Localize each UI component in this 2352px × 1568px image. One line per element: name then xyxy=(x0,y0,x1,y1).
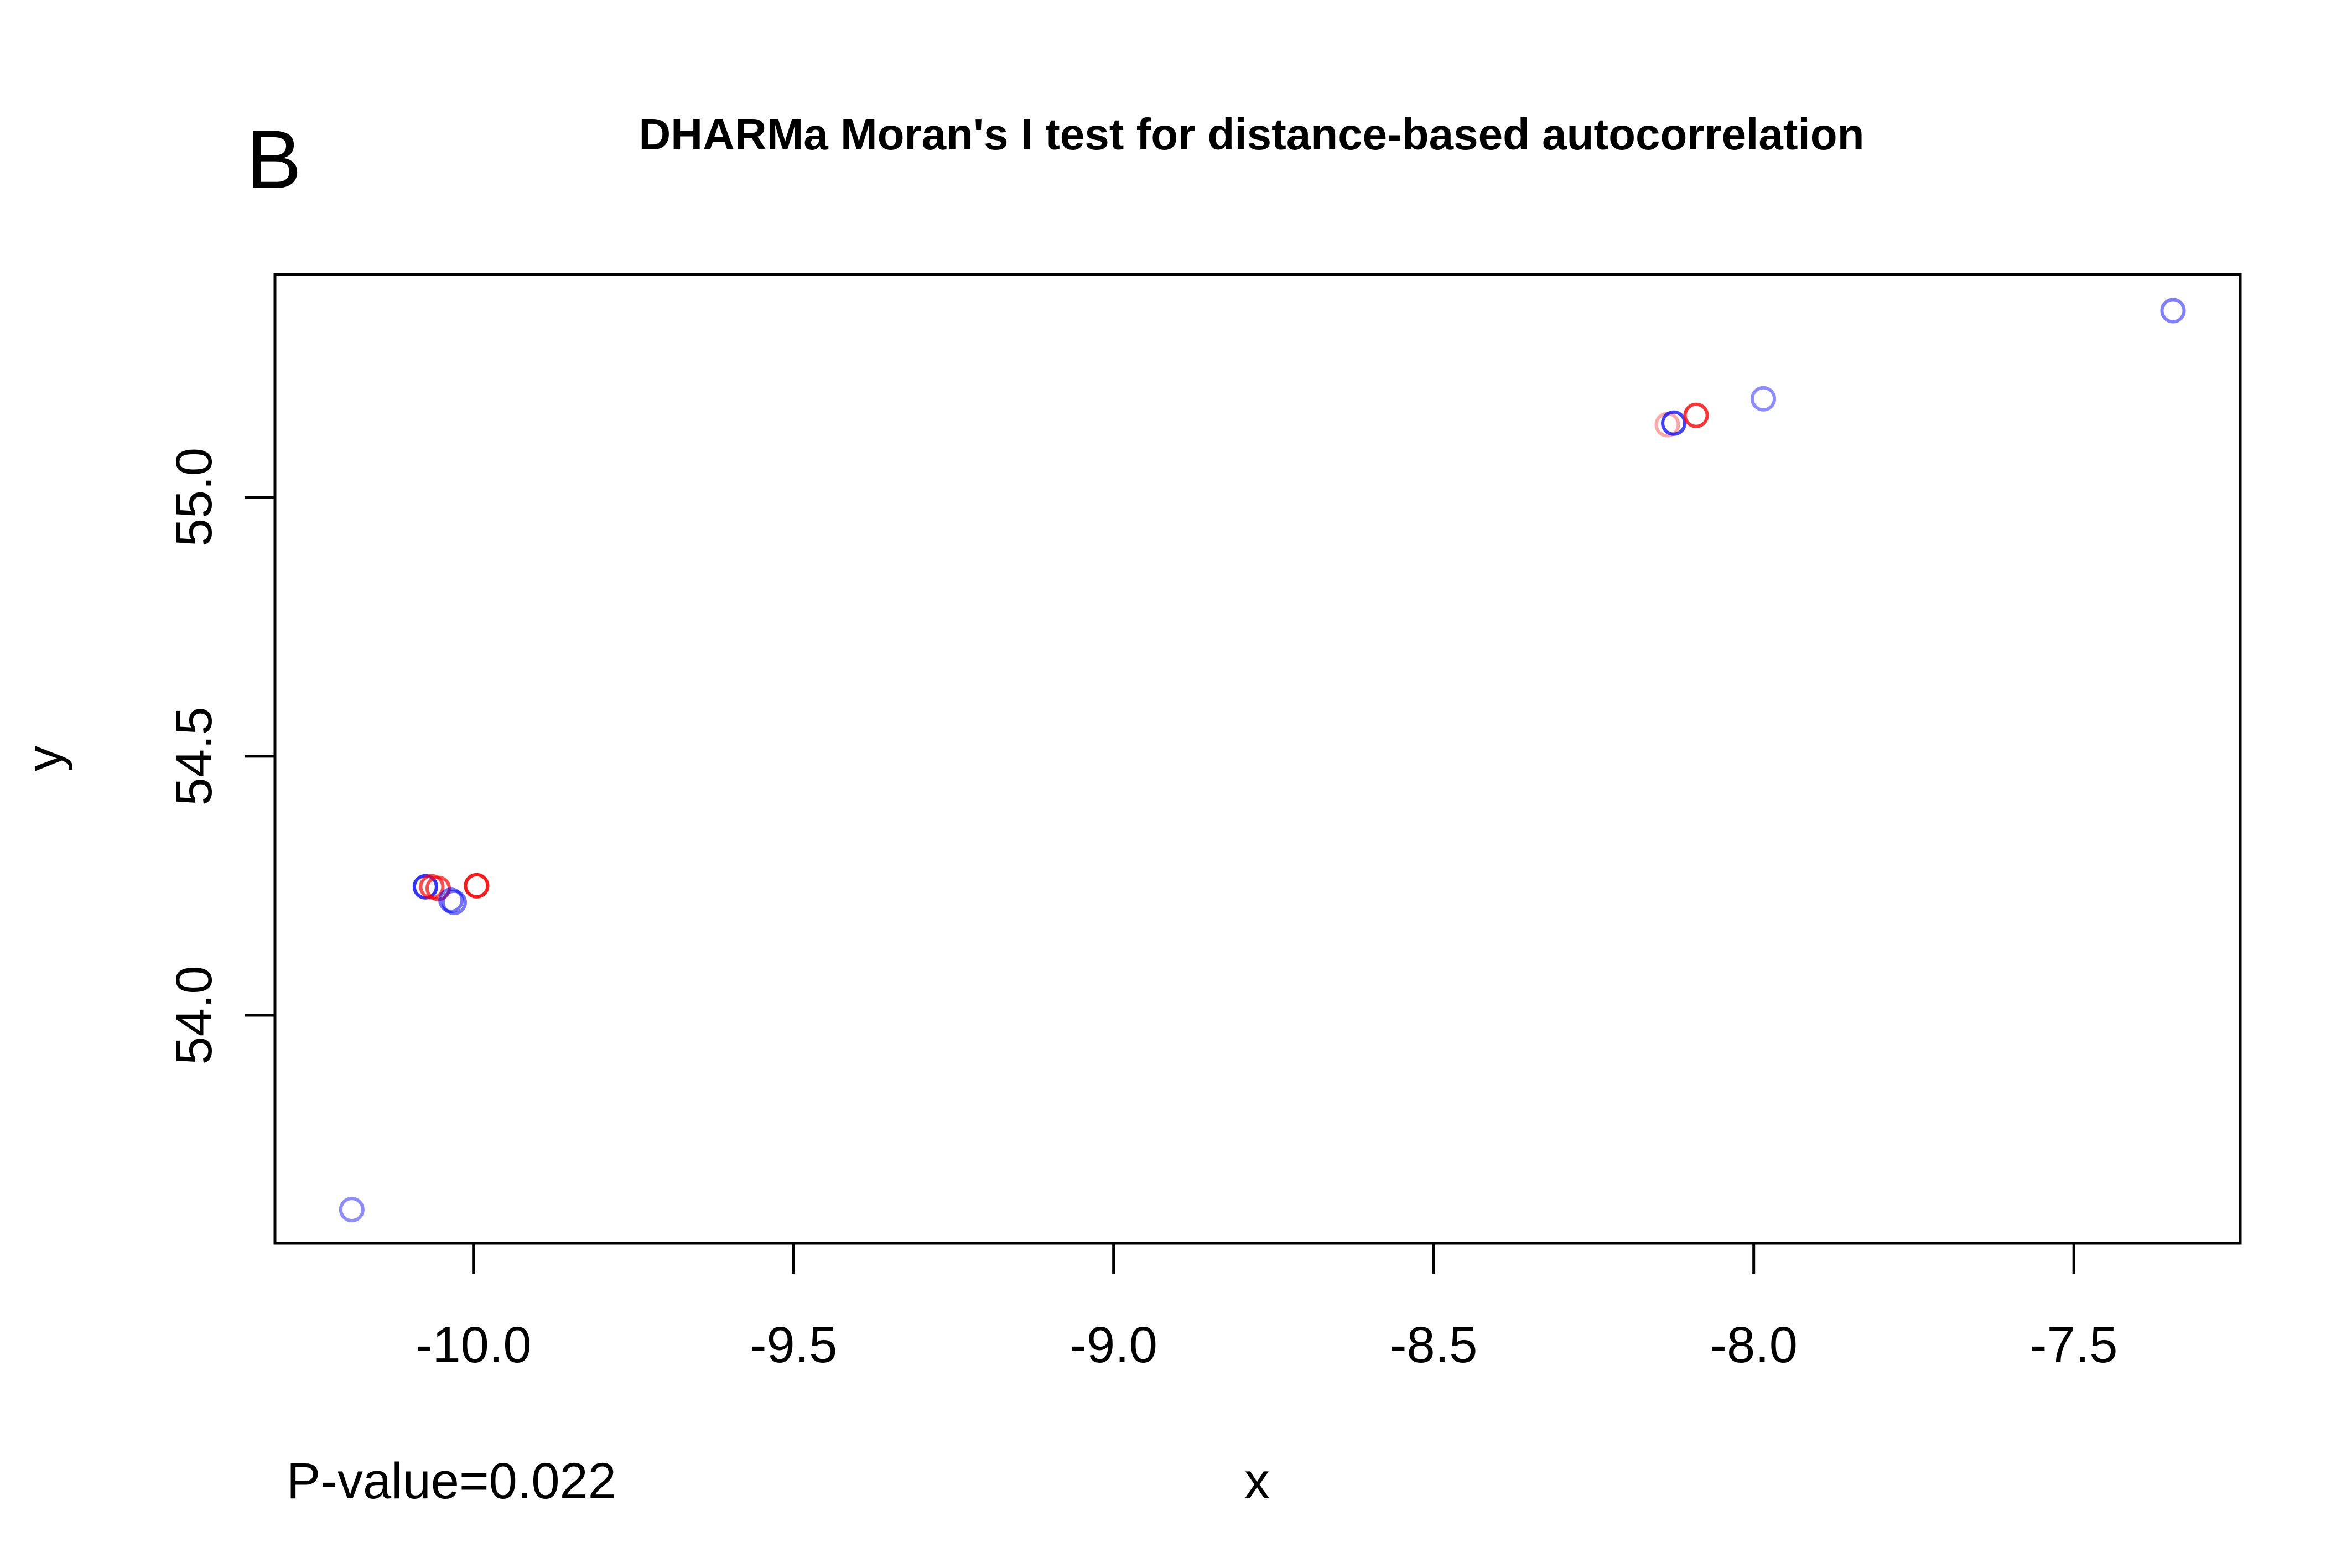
panel-letter: B xyxy=(246,113,302,206)
y-tick-label: 54.5 xyxy=(166,707,222,806)
data-point xyxy=(1661,410,1687,436)
y-axis: 54.0 54.5 55.0 xyxy=(166,448,277,1065)
x-tick-label: -8.5 xyxy=(1390,1317,1478,1373)
x-tick-label: -7.5 xyxy=(2030,1317,2118,1373)
data-point xyxy=(1683,402,1709,428)
data-point xyxy=(1751,386,1777,412)
x-tick-label: -10.0 xyxy=(416,1317,532,1373)
data-point xyxy=(412,874,438,900)
chart-title: DHARMa Moran's I test for distance-based… xyxy=(639,110,1865,159)
x-axis-label: x xyxy=(1244,1453,1270,1509)
data-point xyxy=(441,889,467,915)
y-tick-label: 55.0 xyxy=(166,448,222,547)
data-points xyxy=(339,298,2186,1223)
x-tick-label: -9.5 xyxy=(750,1317,838,1373)
y-axis-label: y xyxy=(17,746,73,771)
data-point xyxy=(2160,298,2186,324)
x-tick-label: -8.0 xyxy=(1710,1317,1798,1373)
p-value-text: P-value=0.022 xyxy=(287,1453,616,1509)
x-tick-label: -9.0 xyxy=(1069,1317,1157,1373)
y-tick-label: 54.0 xyxy=(166,965,222,1065)
x-axis: -10.0 -9.5 -9.0 -8.5 -8.0 -7.5 xyxy=(416,1242,2118,1373)
plot-frame xyxy=(273,273,2242,1245)
data-point xyxy=(339,1197,365,1223)
data-point xyxy=(464,873,490,899)
